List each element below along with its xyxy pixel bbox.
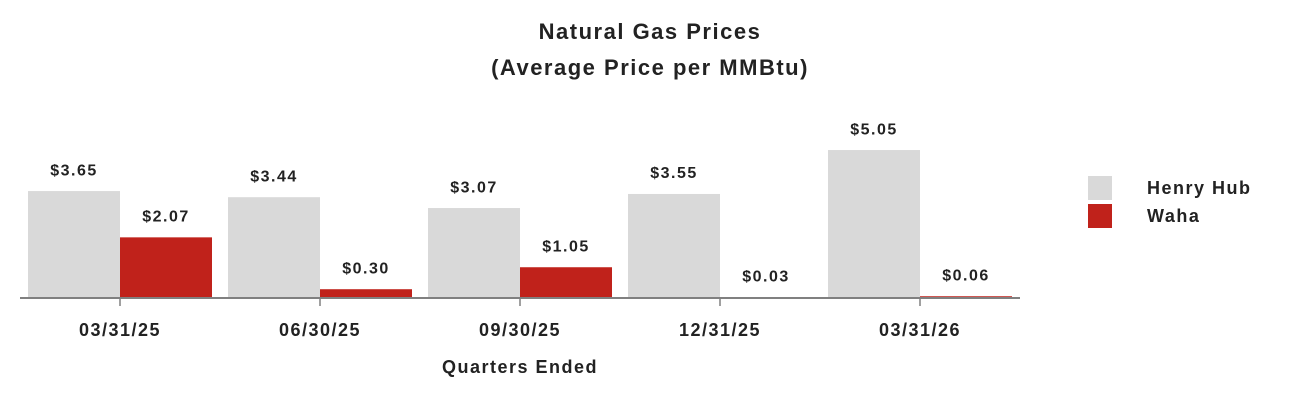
- bar: [320, 289, 412, 298]
- value-label: $0.30: [342, 260, 390, 277]
- chart-subtitle: (Average Price per MMBtu): [491, 55, 809, 80]
- x-tick-label: 03/31/26: [879, 320, 961, 340]
- value-label: $3.07: [450, 179, 498, 196]
- value-label: $0.06: [942, 267, 990, 284]
- value-label: $3.55: [650, 165, 698, 182]
- value-label: $0.03: [742, 268, 790, 285]
- value-label: $2.07: [142, 209, 190, 226]
- value-label: $1.05: [542, 238, 590, 255]
- x-tick-label: 03/31/25: [79, 320, 161, 340]
- value-label: $3.65: [50, 162, 98, 179]
- value-label: $5.05: [850, 121, 898, 138]
- x-tick-label: 06/30/25: [279, 320, 361, 340]
- bar: [228, 197, 320, 298]
- legend-label: Henry Hub: [1147, 178, 1252, 198]
- legend-swatch: [1088, 204, 1112, 228]
- bar: [628, 193, 720, 298]
- bar: [828, 150, 920, 298]
- bar: [120, 237, 212, 298]
- x-axis-label: Quarters Ended: [442, 357, 598, 377]
- bar: [428, 208, 520, 298]
- x-tick-label: 09/30/25: [479, 320, 561, 340]
- legend-swatch: [1088, 176, 1112, 200]
- chart-title: Natural Gas Prices: [539, 19, 762, 44]
- x-tick-label: 12/31/25: [679, 320, 761, 340]
- legend-label: Waha: [1147, 206, 1200, 226]
- bar: [28, 191, 120, 298]
- value-label: $3.44: [250, 168, 298, 185]
- bar: [520, 267, 612, 298]
